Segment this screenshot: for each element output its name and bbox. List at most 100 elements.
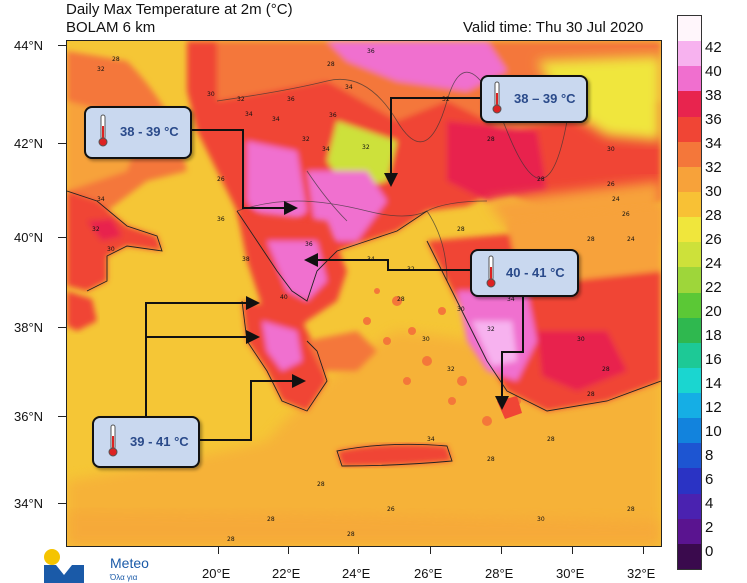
map-value-label: 28	[347, 531, 355, 538]
thermometer-icon	[98, 114, 108, 147]
colorbar-segment	[678, 292, 701, 319]
logo-name: Meteo	[110, 555, 149, 571]
map-value-label: 30	[207, 91, 215, 98]
callout-northeast: 38 – 39 °C	[480, 75, 588, 123]
colorbar-label: 2	[705, 519, 714, 536]
lon-label: 26°E	[414, 566, 443, 581]
colorbar-label: 0	[705, 543, 714, 560]
colorbar	[677, 15, 702, 570]
map-value-label: 34	[272, 116, 280, 123]
map-value-label: 28	[547, 436, 555, 443]
lat-tick	[58, 503, 66, 504]
colorbar-segment	[678, 367, 701, 394]
calabria-land	[67, 291, 97, 331]
thermometer-icon	[492, 81, 502, 114]
callout-southwest: 39 - 41 °C	[92, 416, 200, 468]
colorbar-segment	[678, 66, 701, 92]
map-value-label: 26	[607, 181, 615, 188]
lat-tick	[58, 143, 66, 144]
lat-label: 40°N	[14, 230, 44, 245]
lat-label: 38°N	[14, 320, 44, 335]
callout-northwest-text: 38 - 39 °C	[120, 124, 179, 139]
colorbar-segment	[678, 317, 701, 344]
lon-label: 20°E	[202, 566, 231, 581]
map-value-label: 24	[612, 196, 620, 203]
colorbar-segment	[678, 267, 701, 293]
meteo-logo: Meteo Όλα για	[40, 547, 180, 583]
colorbar-label: 38	[705, 87, 722, 104]
map-value-label: 24	[627, 236, 635, 243]
valid-time: Valid time: Thu 30 Jul 2020	[463, 19, 644, 36]
map-value-label: 38	[242, 256, 250, 263]
thermometer-icon	[486, 255, 496, 288]
colorbar-segment	[678, 141, 701, 168]
coastlines	[67, 190, 661, 467]
map-value-label: 34	[427, 436, 435, 443]
map-value-label: 36	[217, 216, 225, 223]
colorbar-label: 6	[705, 471, 714, 488]
map-value-label: 28	[457, 226, 465, 233]
map-value-label: 30	[607, 146, 615, 153]
colorbar-label: 8	[705, 447, 714, 464]
arrow-ne	[384, 97, 480, 187]
map-value-label: 34	[322, 146, 330, 153]
map-value-label: 28	[602, 366, 610, 373]
colorbar-segment	[678, 217, 701, 243]
map-value-label: 26	[217, 176, 225, 183]
lon-tick	[501, 546, 502, 554]
colorbar-label: 16	[705, 351, 722, 368]
colorbar-label: 42	[705, 39, 722, 56]
colorbar-label: 12	[705, 399, 722, 416]
lat-label: 36°N	[14, 409, 44, 424]
colorbar-segment	[678, 468, 701, 495]
map-value-label: 36	[367, 48, 375, 55]
map-value-label: 28	[487, 136, 495, 143]
lon-tick	[288, 546, 289, 554]
map-value-label: 26	[387, 506, 395, 513]
callout-northeast-text: 38 – 39 °C	[514, 91, 576, 106]
arrow-sw-3	[196, 374, 306, 441]
colorbar-label: 36	[705, 111, 722, 128]
colorbar-label: 24	[705, 255, 722, 272]
colorbar-segment	[678, 493, 701, 520]
lon-label: 22°E	[272, 566, 301, 581]
map-value-label: 32	[92, 226, 100, 233]
lon-label: 30°E	[556, 566, 585, 581]
colorbar-segment	[678, 242, 701, 268]
colorbar-segment	[678, 16, 701, 42]
lat-label: 34°N	[14, 496, 44, 511]
map-value-label: 32	[487, 326, 495, 333]
map-value-label: 30	[422, 336, 430, 343]
colorbar-label: 26	[705, 231, 722, 248]
callout-east: 40 - 41 °C	[470, 249, 579, 297]
map-value-label: 36	[305, 241, 313, 248]
map-value-label: 28	[327, 61, 335, 68]
map-value-label: 28	[397, 296, 405, 303]
colorbar-label: 18	[705, 327, 722, 344]
crete-land	[337, 444, 452, 466]
lon-tick	[358, 546, 359, 554]
colorbar-segment	[678, 342, 701, 369]
colorbar-label: 34	[705, 135, 722, 152]
thermometer-icon	[108, 424, 118, 457]
lon-label: 32°E	[627, 566, 656, 581]
lat-tick	[58, 327, 66, 328]
colorbar-label: 14	[705, 375, 722, 392]
map-value-label: 32	[447, 366, 455, 373]
map-value-label: 32	[97, 66, 105, 73]
meteo-logo-mark	[44, 549, 84, 583]
map-value-label: 28	[537, 176, 545, 183]
lon-tick	[430, 546, 431, 554]
map-value-label: 28	[267, 516, 275, 523]
aegean-islands	[363, 288, 521, 426]
lat-label: 42°N	[14, 136, 44, 151]
map-value-label: 30	[537, 516, 545, 523]
arrow-nw	[190, 129, 298, 215]
map-value-label: 28	[487, 456, 495, 463]
callout-northwest: 38 - 39 °C	[84, 106, 192, 159]
map-value-label: 32	[237, 96, 245, 103]
model-name: BOLAM 6 km	[66, 19, 156, 36]
map-value-label: 28	[317, 481, 325, 488]
southern-sea-band	[67, 511, 661, 546]
